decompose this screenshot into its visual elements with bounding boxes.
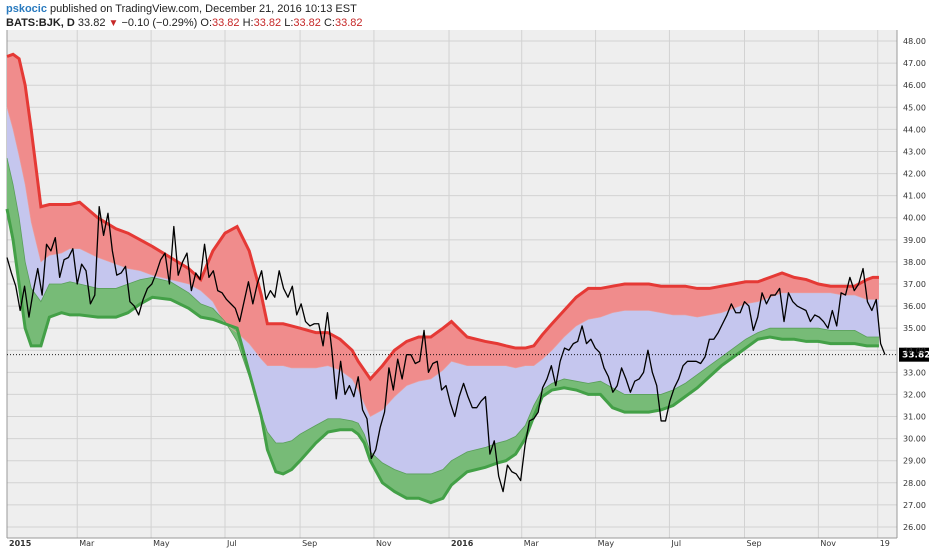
y-tick-label: 28.00 [903, 479, 926, 488]
y-tick-label: 29.00 [903, 457, 926, 466]
y-tick-label: 47.00 [903, 59, 926, 68]
open-value: 33.82 [212, 17, 240, 29]
y-tick-label: 38.00 [903, 258, 926, 267]
upper-band [7, 54, 879, 417]
x-tick-label: May [153, 539, 170, 548]
y-axis: 26.00 27.00 28.00 29.00 30.00 31.00 32.00 33.00… [903, 37, 926, 532]
x-tick-label: 2016 [451, 539, 474, 548]
last-price-line: 33.82 [7, 347, 930, 362]
low-value: 33.82 [293, 17, 321, 29]
publish-line: pskocic published on TradingView.com, De… [6, 2, 706, 16]
x-tick-label: Mar [524, 539, 540, 548]
y-tick-label: 36.00 [903, 302, 926, 311]
y-tick-label: 32.00 [903, 390, 926, 399]
y-tick-label: 42.00 [903, 170, 926, 179]
author-link[interactable]: pskocic [6, 3, 47, 15]
high-value: 33.82 [253, 17, 282, 29]
close-price-line [6, 206, 886, 493]
x-tick-label: Jul [226, 539, 237, 548]
y-tick-label: 45.00 [903, 103, 926, 112]
chart-header: pskocic published on TradingView.com, De… [6, 2, 706, 32]
x-axis: 2015 Mar May Jul Sep Nov 2016 Mar May Jul Sep Nov 19 [9, 539, 890, 548]
price-series [6, 206, 886, 493]
y-tick-label: 44.00 [903, 125, 926, 134]
lower-inner-line [6, 158, 879, 475]
y-tick-label: 43.00 [903, 147, 926, 156]
close-prefix: C: [323, 17, 335, 29]
last-price-badge-label: 33.82 [902, 351, 930, 361]
x-tick-label: Nov [820, 539, 836, 548]
x-tick-label: Nov [376, 539, 392, 548]
low-prefix: L: [284, 17, 294, 29]
down-triangle-icon: ▼ [108, 18, 119, 29]
y-tick-label: 26.00 [903, 523, 926, 532]
y-tick-label: 33.00 [903, 368, 926, 377]
x-tick-label: May [598, 539, 615, 548]
symbol-label: BATS:BJK, D [6, 17, 75, 29]
middle-band [7, 54, 879, 503]
y-tick-label: 30.00 [903, 435, 926, 444]
open-prefix: O: [200, 17, 213, 29]
symbol-line: BATS:BJK, D 33.82 ▼ −0.10 (−0.29%) O:33.… [6, 16, 706, 31]
y-tick-label: 48.00 [903, 37, 926, 46]
y-tick-label: 41.00 [903, 192, 926, 201]
last-price: 33.82 [77, 17, 106, 29]
y-tick-label: 37.00 [903, 280, 926, 289]
y-tick-label: 27.00 [903, 501, 926, 510]
x-tick-label: Mar [79, 539, 95, 548]
price-change: −0.10 (−0.29%) [121, 17, 198, 29]
last-price-badge [899, 347, 929, 362]
x-tick-label: Sep [302, 539, 317, 548]
x-tick-label: 19 [880, 539, 890, 548]
y-tick-label: 39.00 [903, 236, 926, 245]
x-tick-label: Jul [670, 539, 681, 548]
upper-band-edge [6, 52, 879, 382]
y-tick-label: 40.00 [903, 214, 926, 223]
y-tick-label: 31.00 [903, 413, 926, 422]
high-prefix: H: [242, 17, 254, 29]
y-tick-label: 34.00 [903, 346, 926, 355]
y-tick-label: 46.00 [903, 81, 926, 90]
close-value: 33.82 [334, 17, 363, 29]
x-tick-label: Sep [747, 539, 762, 548]
y-tick-label: 35.00 [903, 324, 926, 333]
x-tick-label: 2015 [9, 539, 32, 548]
lower-band-edge [5, 208, 879, 505]
publish-info: published on TradingView.com, December 2… [50, 3, 357, 15]
